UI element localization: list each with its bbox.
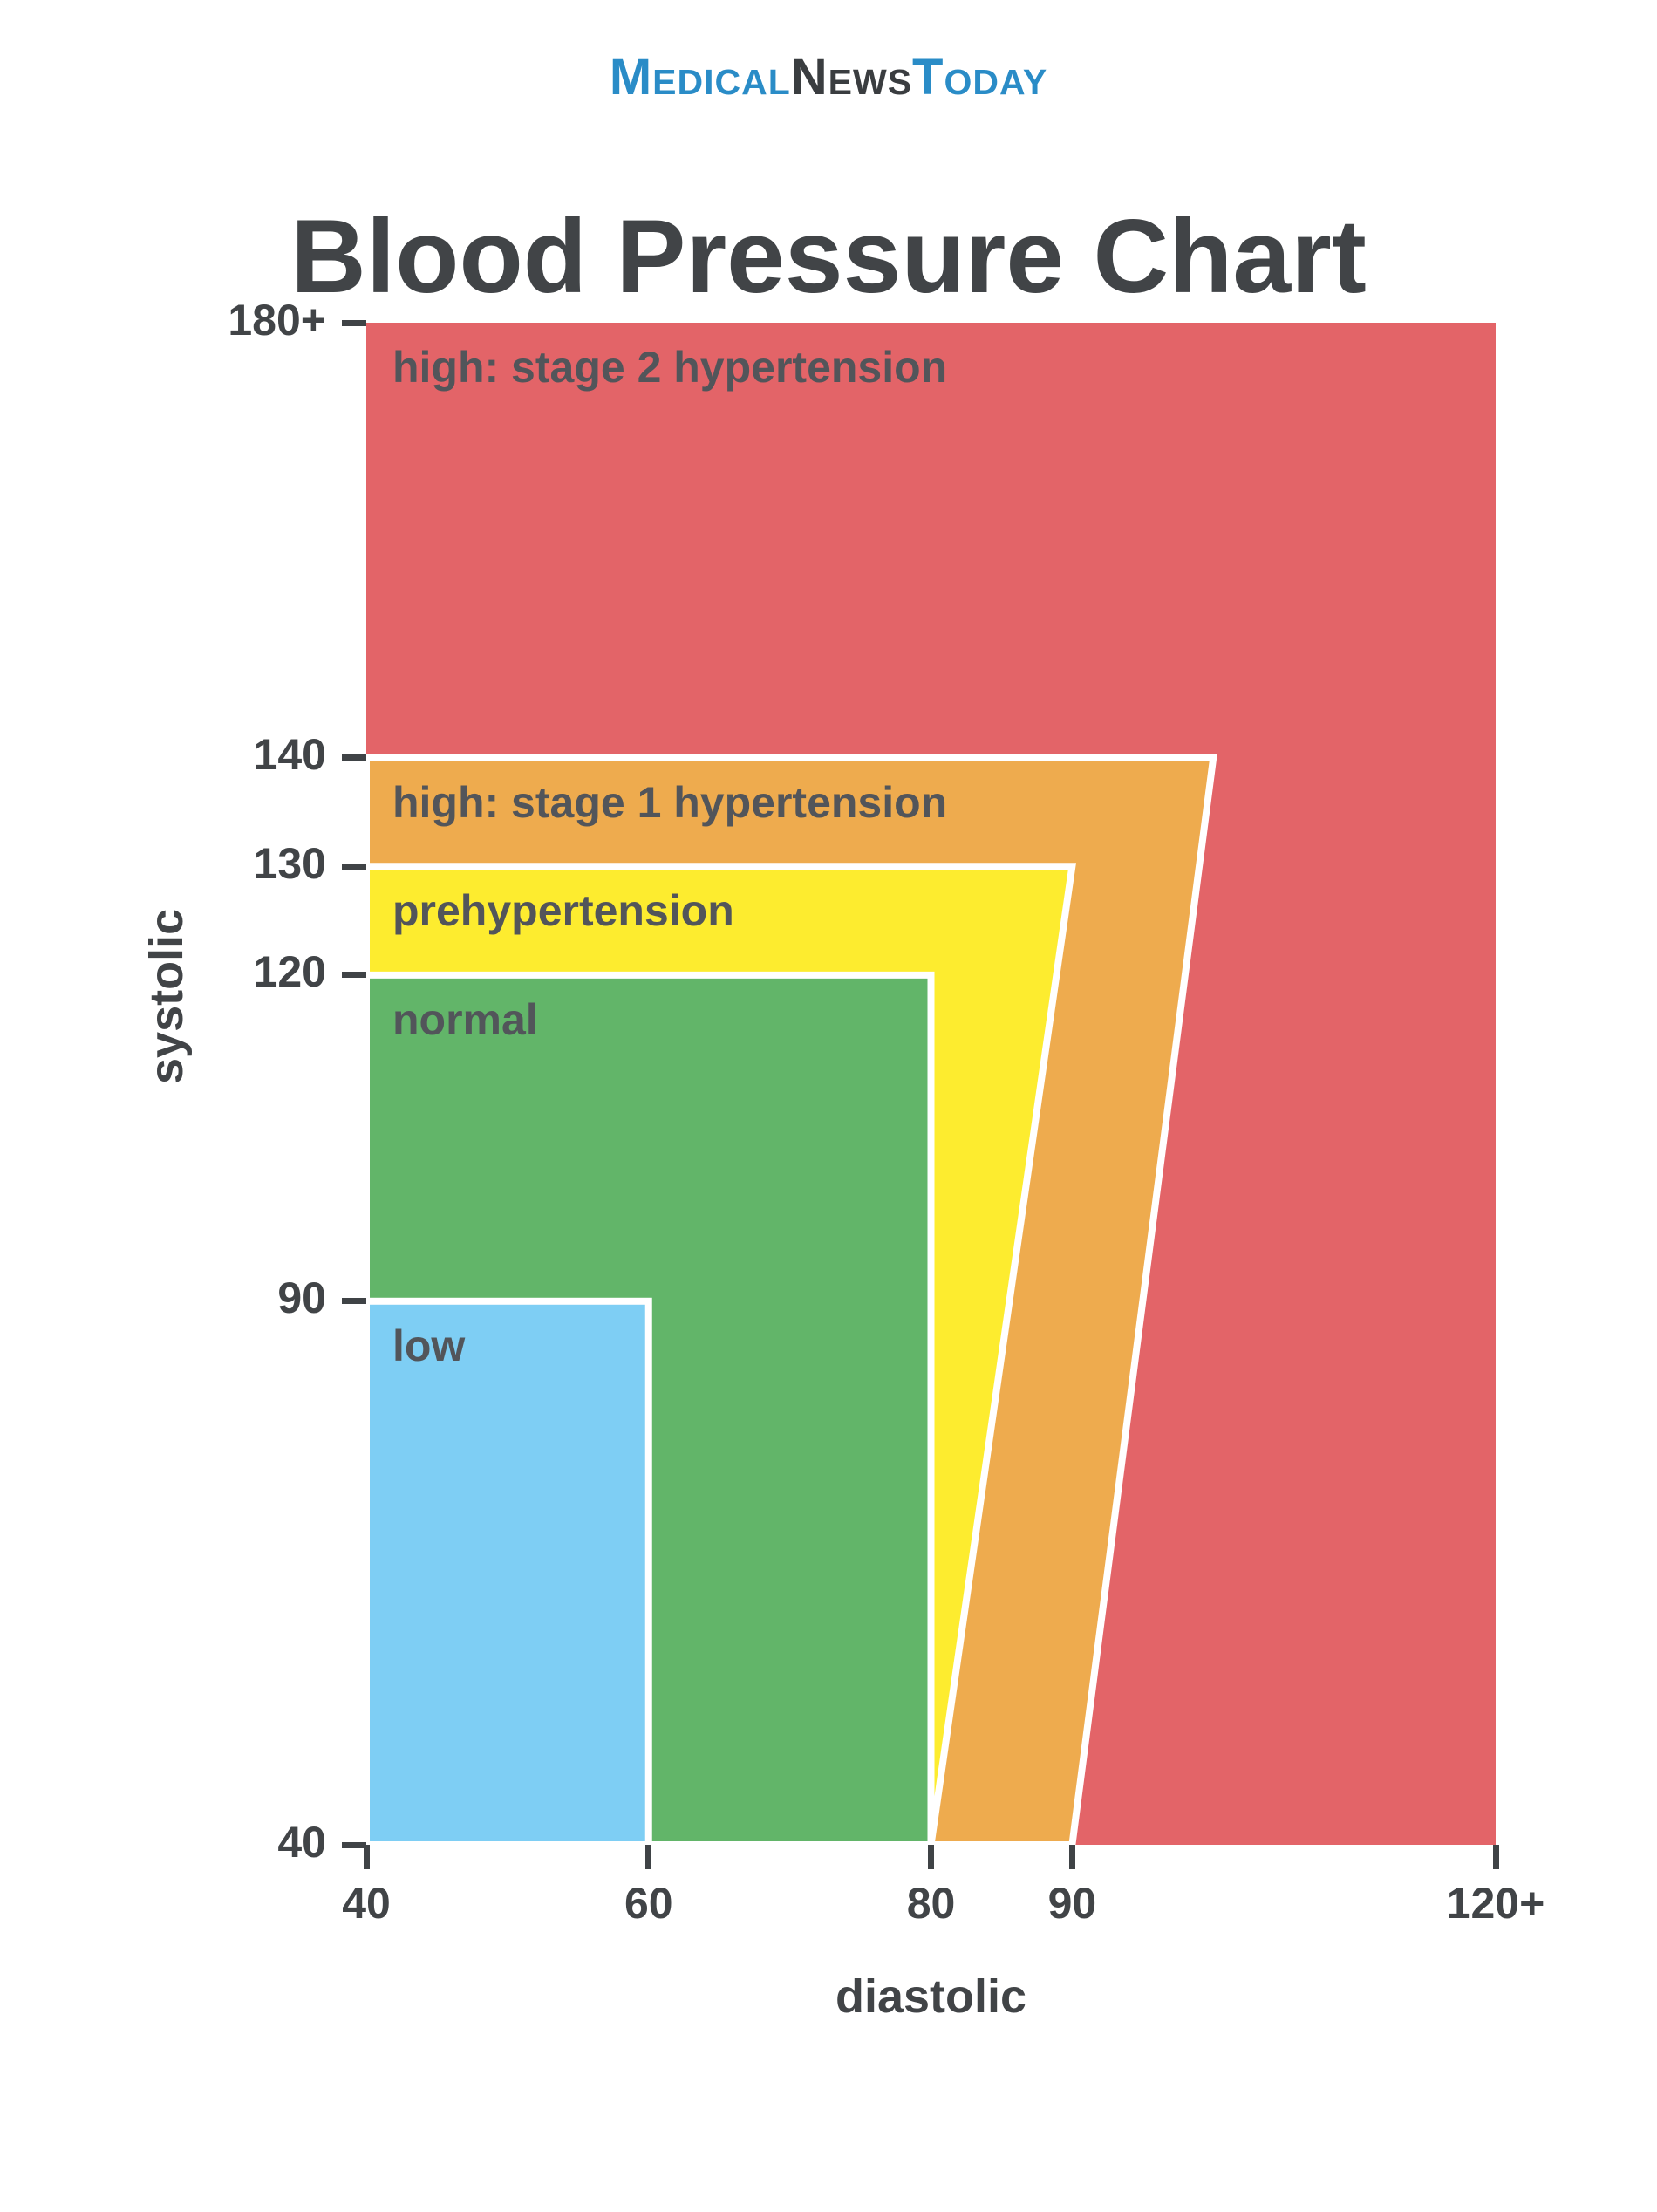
region-label-stage2: high: stage 2 hypertension [392,342,947,393]
y-tick [342,754,366,761]
x-tick [928,1845,934,1869]
y-tick [342,864,366,870]
y-tick-label: 130 [254,838,326,889]
y-tick-label: 120 [254,946,326,997]
y-tick [342,320,366,326]
x-tick-label: 60 [579,1878,719,1929]
x-tick [645,1845,651,1869]
region-label-stage1: high: stage 1 hypertension [392,777,947,828]
x-tick [1069,1845,1075,1869]
region-label-prehypertension: prehypertension [392,885,734,936]
y-tick-label: 40 [277,1817,326,1867]
y-tick-label: 140 [254,729,326,780]
x-tick-label: 120+ [1426,1878,1565,1929]
y-tick-label: 90 [277,1273,326,1323]
plot-area: high: stage 2 hypertension high: stage 1 … [366,323,1496,1845]
y-tick-label: 180+ [228,295,326,345]
page: MedicalNewsToday Blood Pressure Chart hi… [0,0,1657,2212]
regions-svg [366,323,1496,1845]
x-tick-label: 40 [297,1878,436,1929]
x-axis-title: diastolic [827,1970,1036,2024]
y-tick [342,1298,366,1304]
x-tick [364,1845,370,1869]
x-tick [1493,1845,1499,1869]
region-low [366,1301,649,1845]
x-tick-label: 80 [862,1878,1001,1929]
y-axis-title: systolic [140,908,194,1083]
region-label-low: low [392,1321,465,1371]
bp-chart: high: stage 2 hypertension high: stage 1 … [0,0,1657,2212]
region-label-normal: normal [392,994,538,1045]
y-tick [342,972,366,978]
x-tick-label: 90 [1002,1878,1142,1929]
